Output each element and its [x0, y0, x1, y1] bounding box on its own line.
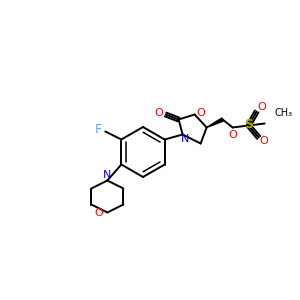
Text: CH₃: CH₃ [275, 109, 293, 118]
Text: S: S [244, 118, 253, 131]
Text: N: N [103, 169, 112, 179]
Text: O: O [259, 136, 268, 146]
Text: O: O [154, 109, 163, 118]
Text: O: O [196, 107, 205, 118]
Text: O: O [94, 208, 103, 218]
Text: O: O [257, 103, 266, 112]
Text: F: F [95, 123, 102, 136]
Text: O: O [228, 130, 237, 140]
Polygon shape [207, 118, 224, 128]
Text: N: N [181, 134, 189, 145]
